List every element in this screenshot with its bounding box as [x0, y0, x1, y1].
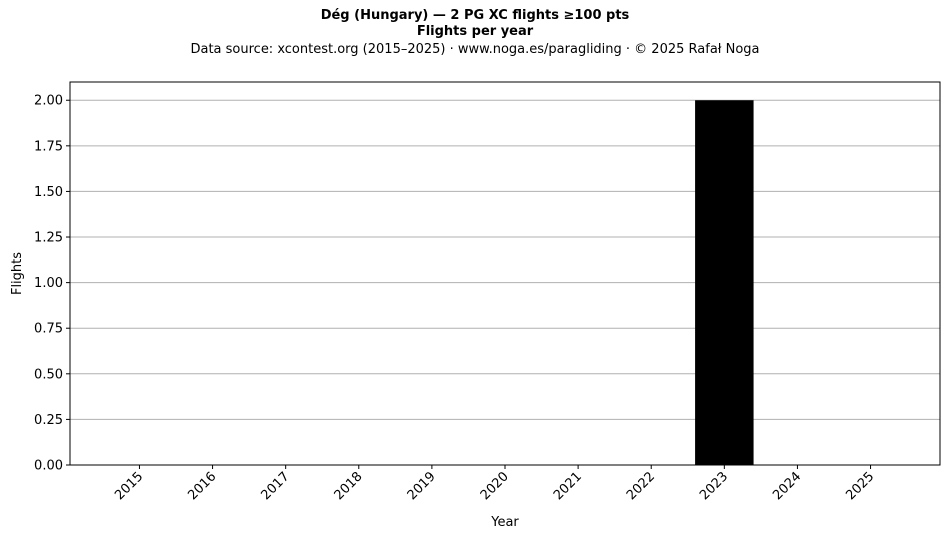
chart-title: Dég (Hungary) — 2 PG XC flights ≥100 pts [320, 8, 630, 23]
y-tick-label: 1.00 [34, 276, 63, 291]
chart-header: Dég (Hungary) — 2 PG XC flights ≥100 pts… [0, 8, 950, 58]
x-tick-label: 2025 [843, 469, 877, 503]
x-tick-label: 2017 [258, 469, 292, 503]
x-tick-label: 2016 [185, 469, 219, 503]
plot-frame [69, 81, 941, 466]
x-tick-label: 2015 [112, 469, 146, 503]
y-tick-label: 1.50 [34, 185, 63, 200]
y-axis-ticks: 0.00 0.25 0.50 0.75 1.00 1.25 1.50 1.75 2.00 [34, 94, 70, 474]
x-tick-label: 2020 [478, 469, 512, 503]
chart-subtitle: Flights per year [416, 24, 534, 39]
y-tick-label: 2.00 [34, 94, 63, 109]
y-tick-label: 0.00 [34, 459, 63, 474]
bar-2023 [695, 100, 754, 465]
x-tick-label: 2023 [697, 469, 731, 503]
grid-lines [70, 99, 940, 466]
bars [695, 100, 754, 465]
y-tick-label: 1.75 [34, 139, 63, 154]
y-tick-label: 0.75 [34, 322, 63, 337]
y-tick-label: 0.50 [34, 367, 63, 382]
x-tick-label: 2018 [332, 469, 366, 503]
x-axis-ticks: 2015 2016 2017 2018 2019 2020 2021 2022 2023 2024… [112, 465, 877, 503]
x-tick-label: 2021 [551, 469, 585, 503]
data-source-note: Data source: xcontest.org (2015–2025) · … [190, 42, 760, 57]
y-tick-label: 1.25 [34, 231, 63, 246]
y-axis-label: Flights [10, 252, 25, 295]
y-tick-label: 0.25 [34, 413, 63, 428]
x-tick-label: 2024 [770, 469, 804, 503]
x-axis-label: Year [490, 515, 519, 530]
x-tick-label: 2022 [624, 469, 658, 503]
x-tick-label: 2019 [405, 469, 439, 503]
